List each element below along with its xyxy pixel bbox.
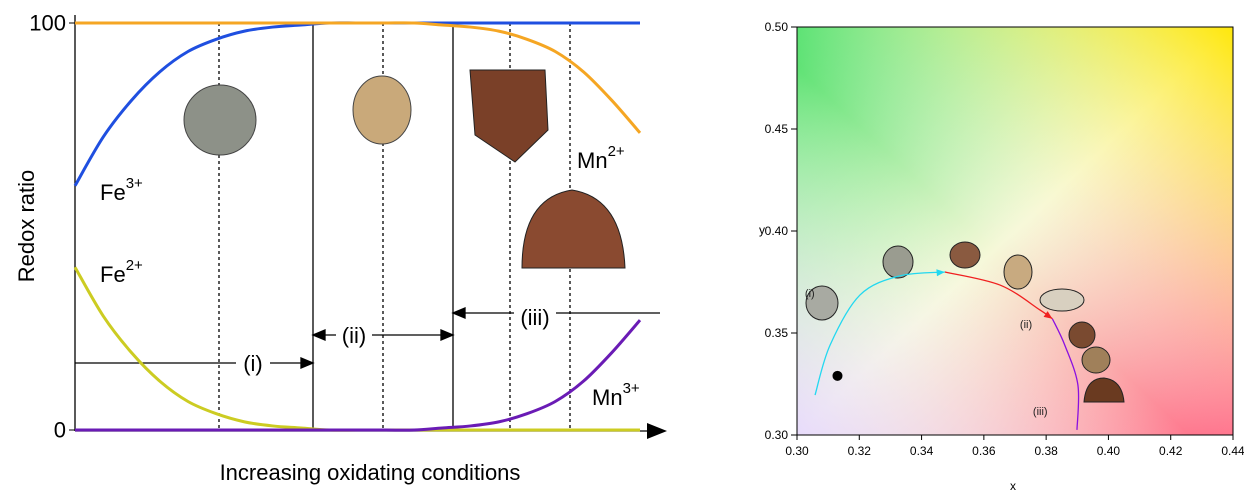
y-tick-label: 0: [54, 418, 66, 443]
x-axis-label: Increasing oxidating conditions: [220, 460, 521, 485]
x-tick-label: 0.30: [785, 444, 809, 458]
series-line: [814, 271, 945, 396]
x-tick-label: 0.36: [972, 444, 996, 458]
series-name: Fe: [100, 262, 126, 287]
series-name: Mn: [577, 148, 608, 173]
face: [352, 75, 412, 145]
series-name: Fe: [100, 180, 126, 205]
series-label: Fe3+: [100, 175, 143, 205]
faces: [805, 241, 1125, 403]
series-charge: 2+: [126, 257, 143, 274]
face: [1039, 288, 1085, 312]
series-charge: 3+: [623, 380, 640, 397]
label-bg: [236, 350, 270, 376]
face: [1003, 254, 1033, 290]
label-bg: [514, 302, 556, 328]
series-label: Mn2+: [577, 143, 625, 173]
point: [832, 370, 843, 381]
arrowhead: [451, 307, 466, 319]
face: [805, 285, 839, 321]
x-tick-label: 0.40: [1097, 444, 1121, 458]
x-tick-label: 0.42: [1159, 444, 1183, 458]
arrowhead: [440, 329, 455, 341]
series-line: [75, 319, 642, 432]
plot: 0 100: [29, 11, 642, 443]
y-axis-label: y: [759, 223, 765, 237]
face: [1083, 377, 1125, 403]
face: [183, 84, 257, 156]
face: [521, 189, 626, 269]
series-label: Fe2+: [100, 257, 143, 287]
face: [469, 69, 549, 163]
series-line: [73, 266, 640, 432]
y-tick-label: 0.30: [765, 428, 789, 442]
face: [949, 241, 981, 269]
x-axis-arrow: [647, 423, 667, 439]
series-label: (iii): [1033, 406, 1048, 418]
plot: 0.30 0.35 0.40 0.45 0.50 0.30 0.32 0.34 0.36 0.38…: [765, 20, 1244, 458]
annotation: (i): [243, 351, 263, 376]
y-axis-label: Redox ratio: [14, 170, 39, 283]
right-panel: 0.30 0.35 0.40 0.45 0.50 0.30 0.32 0.34 0.36 0.38…: [759, 20, 1244, 490]
plot-background: [797, 27, 1233, 435]
arrowhead: [1043, 311, 1053, 319]
series-label: (i): [805, 288, 815, 300]
face: [882, 245, 914, 279]
annotation: (ii): [342, 323, 366, 348]
annotation: (iii): [520, 305, 549, 330]
series-charge: 2+: [608, 143, 625, 160]
y-tick-label: 0.45: [765, 122, 789, 136]
y-tick-label: 0.40: [765, 224, 789, 238]
face: [1068, 321, 1096, 349]
x-tick-label: 0.34: [910, 444, 934, 458]
series-label: (ii): [1020, 319, 1032, 331]
arrowhead: [300, 357, 315, 369]
x-tick-label: 0.38: [1034, 444, 1058, 458]
label-bg: [336, 322, 372, 348]
series-line: [75, 21, 642, 134]
series-line: [1051, 318, 1080, 430]
x-axis-label: x: [1010, 479, 1016, 490]
series-charge: 3+: [126, 175, 143, 192]
y-tick-label: 0.50: [765, 20, 789, 34]
arrowhead: [311, 329, 326, 341]
series-label: Mn3+: [592, 380, 640, 410]
face: [1081, 346, 1111, 374]
y-tick-label: 0.35: [765, 326, 789, 340]
x-tick-label: 0.32: [848, 444, 872, 458]
y-tick-label: 100: [29, 11, 66, 36]
series-name: Mn: [592, 385, 623, 410]
faces: [183, 69, 626, 269]
x-tick-label: 0.44: [1221, 444, 1244, 458]
arrowhead: [936, 269, 945, 277]
